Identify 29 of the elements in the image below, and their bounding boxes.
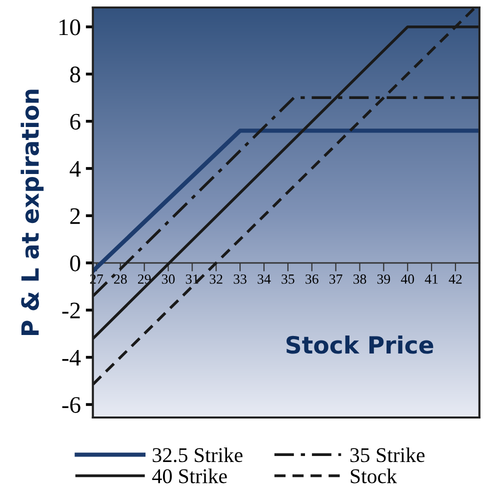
- x-tick-label: 34: [258, 274, 271, 284]
- y-tick-label: 6: [70, 114, 80, 130]
- y-tick-label: 4: [70, 161, 81, 177]
- y-tick-label: 0: [70, 255, 80, 272]
- y-tick-label: 2: [70, 208, 80, 224]
- x-tick-label: 42: [448, 274, 462, 284]
- legend-label: Stock: [350, 468, 397, 484]
- x-tick-label: 38: [353, 274, 366, 284]
- x-tick-label: 33: [234, 274, 246, 284]
- y-tick-label: 10: [60, 19, 80, 36]
- x-tick-label: 39: [377, 274, 390, 284]
- y-tick-label: -2: [62, 302, 80, 318]
- legend-label: 40 Strike: [152, 468, 227, 484]
- x-tick-label: 30: [162, 274, 175, 284]
- y-tick-label: -4: [62, 350, 81, 366]
- y-tick-label: 8: [70, 66, 80, 82]
- x-axis-title: Stock Price: [286, 336, 434, 354]
- x-tick-label: 35: [282, 274, 294, 284]
- x-tick-label: 36: [306, 274, 318, 284]
- legend-label: 32.5 Strike: [152, 448, 242, 462]
- x-tick-label: 28: [114, 274, 127, 284]
- y-axis-title: P & L at expiration: [20, 90, 44, 335]
- x-tick-label: 40: [400, 274, 414, 284]
- x-tick-label: 37: [330, 274, 342, 284]
- x-tick-label: 31: [186, 274, 198, 284]
- legend-label: 35 Strike: [350, 448, 425, 462]
- y-tick-label: -6: [62, 397, 80, 413]
- x-tick-label: 32: [210, 274, 222, 284]
- x-tick-label: 41: [424, 274, 438, 284]
